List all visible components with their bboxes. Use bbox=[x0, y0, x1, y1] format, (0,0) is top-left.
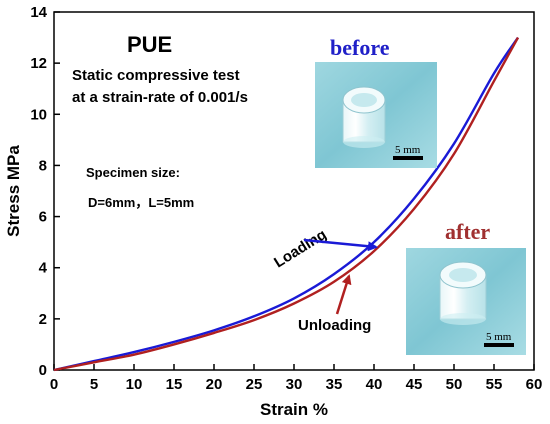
y-tick-label-10: 10 bbox=[30, 106, 47, 123]
before-scale-label: 5 mm bbox=[395, 144, 421, 156]
x-tick-label-20: 20 bbox=[206, 376, 223, 393]
x-tick-label-15: 15 bbox=[166, 376, 183, 393]
x-tick-label-45: 45 bbox=[406, 376, 423, 393]
series-group bbox=[53, 36, 520, 372]
after-scale-label: 5 mm bbox=[486, 331, 512, 343]
series-line-unloading bbox=[53, 36, 520, 372]
after-photo: 5 mm bbox=[406, 248, 526, 355]
x-tick-label-30: 30 bbox=[286, 376, 303, 393]
before-photo: 5 mm bbox=[315, 62, 437, 168]
x-axis-ticks: 0 5 10 15 20 25 30 35 40 45 50 55 60 bbox=[50, 364, 543, 393]
y-axis-title: Stress MPa bbox=[4, 145, 23, 237]
after-photo-label: after bbox=[445, 219, 490, 244]
y-tick-label-8: 8 bbox=[39, 157, 47, 174]
x-tick-label-40: 40 bbox=[366, 376, 383, 393]
x-tick-label-25: 25 bbox=[246, 376, 263, 393]
x-tick-label-0: 0 bbox=[50, 376, 58, 393]
x-tick-label-10: 10 bbox=[126, 376, 143, 393]
unloading-arrow bbox=[335, 274, 352, 315]
y-tick-label-2: 2 bbox=[39, 311, 47, 328]
unloading-label: Unloading bbox=[298, 317, 371, 334]
y-tick-label-0: 0 bbox=[39, 362, 47, 379]
series-line-loading bbox=[53, 36, 519, 372]
material-label: PUE bbox=[127, 32, 172, 57]
specimen-size-dims: D=6mm，L=5mm bbox=[88, 195, 194, 210]
specimen-size-title: Specimen size: bbox=[86, 165, 180, 180]
x-tick-label-50: 50 bbox=[446, 376, 463, 393]
loading-label: Loading bbox=[271, 226, 329, 271]
x-tick-label-35: 35 bbox=[326, 376, 343, 393]
x-tick-label-55: 55 bbox=[486, 376, 503, 393]
y-tick-label-12: 12 bbox=[30, 55, 47, 72]
test-description-line1: Static compressive test bbox=[72, 67, 240, 84]
x-tick-label-60: 60 bbox=[526, 376, 543, 393]
y-axis-ticks: 0 2 4 6 8 10 12 14 bbox=[30, 4, 60, 379]
loading-arrow bbox=[303, 238, 378, 252]
before-scale-bar bbox=[393, 156, 423, 160]
before-photo-label: before bbox=[330, 35, 390, 60]
y-tick-label-4: 4 bbox=[39, 260, 48, 277]
y-tick-label-14: 14 bbox=[30, 4, 47, 21]
after-scale-bar bbox=[484, 343, 514, 347]
y-tick-label-6: 6 bbox=[39, 209, 47, 226]
x-axis-title: Strain % bbox=[260, 400, 328, 419]
test-description-line2: at a strain-rate of 0.001/s bbox=[72, 89, 248, 106]
x-tick-label-5: 5 bbox=[90, 376, 98, 393]
